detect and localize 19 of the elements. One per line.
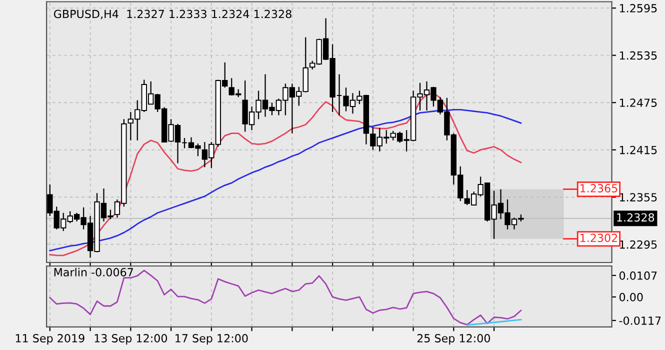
y-tick-label: -0.0117 bbox=[619, 316, 661, 325]
x-tick-label: 25 Sep 12:00 bbox=[417, 334, 490, 345]
ref-line-label: 1.2302 bbox=[580, 234, 618, 242]
y-tick-label: 1.2355 bbox=[620, 193, 657, 202]
ref-line-label: 1.2328 bbox=[617, 213, 654, 222]
y-tick-label: 0.00 bbox=[619, 292, 643, 302]
x-tick-label: 13 Sep 12:00 bbox=[94, 334, 168, 345]
y-tick-label: 0.0107 bbox=[619, 271, 657, 280]
y-tick-label: 1.2535 bbox=[620, 51, 657, 60]
x-tick-label: 17 Sep 12:00 bbox=[176, 334, 248, 345]
x-tick-label: 11 Sep 2019 bbox=[16, 334, 84, 345]
text: GBPUSD,H4 1.2327 1.2333 1.2324 1.2328 bbox=[54, 10, 292, 20]
line-series bbox=[49, 270, 522, 326]
chart-title: Marlin -0.0067 bbox=[54, 268, 133, 276]
ref-line-label: 1.2365 bbox=[580, 184, 618, 192]
y-tick-label: 1.2595 bbox=[620, 4, 657, 12]
y-tick-label: 1.2415 bbox=[620, 146, 657, 154]
y-tick-label: 1.2475 bbox=[620, 98, 657, 107]
y-tick-label: 1.2295 bbox=[620, 240, 657, 249]
